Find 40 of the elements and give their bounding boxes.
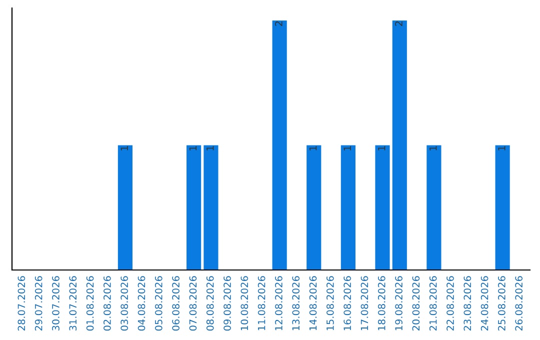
data-label: 1 bbox=[206, 146, 214, 150]
x-tick-label: 07.08.2026 bbox=[189, 276, 197, 331]
x-tick-label: 16.08.2026 bbox=[344, 276, 352, 330]
data-label: 1 bbox=[344, 146, 351, 150]
x-tick-label: 22.08.2026 bbox=[446, 276, 454, 331]
x-tick-label: 21.08.2026 bbox=[429, 276, 437, 331]
x-tick-label: 04.08.2026 bbox=[138, 276, 146, 331]
x-tick-label: 26.08.2026 bbox=[515, 276, 523, 331]
x-tick-label: 11.08.2026 bbox=[258, 276, 266, 330]
x-tick-label: 10.08.2026 bbox=[240, 276, 248, 330]
x-tick-label: 06.08.2026 bbox=[172, 276, 180, 331]
data-label: 1 bbox=[430, 146, 437, 150]
x-tick-label: 25.08.2026 bbox=[498, 276, 506, 331]
data-label: 2 bbox=[275, 21, 282, 26]
x-tick-label: 01.08.2026 bbox=[86, 276, 94, 331]
x-tick-label: 28.07.2026 bbox=[18, 276, 26, 331]
x-tick-label: 14.08.2026 bbox=[309, 276, 317, 330]
data-label: 2 bbox=[395, 21, 402, 26]
x-tick-label: 05.08.2026 bbox=[154, 276, 162, 331]
data-label: 1 bbox=[498, 146, 506, 150]
x-tick-label: 20.08.2026 bbox=[412, 276, 420, 331]
x-tick-label: 23.08.2026 bbox=[464, 276, 472, 331]
x-tick-label: 19.08.2026 bbox=[395, 276, 402, 330]
x-tick-label: 24.08.2026 bbox=[480, 276, 488, 331]
data-label: 1 bbox=[378, 146, 386, 150]
x-tick-label: 13.08.2026 bbox=[292, 276, 300, 330]
x-tick-label: 18.08.2026 bbox=[378, 276, 386, 330]
x-tick-label: 03.08.2026 bbox=[120, 276, 128, 331]
x-tick-label: 29.07.2026 bbox=[34, 276, 42, 331]
x-tick-label: 30.07.2026 bbox=[52, 276, 60, 330]
x-tick-label: 17.08.2026 bbox=[360, 276, 368, 330]
data-label: 1 bbox=[309, 146, 317, 150]
x-tick-label: 08.08.2026 bbox=[206, 276, 214, 331]
data-label: 1 bbox=[120, 146, 128, 150]
data-label: 1 bbox=[189, 146, 196, 150]
x-tick-label: 02.08.2026 bbox=[104, 276, 111, 331]
x-tick-label: 12.08.2026 bbox=[275, 276, 282, 330]
x-tick-label: 09.08.2026 bbox=[224, 276, 231, 331]
x-tick-label: 15.08.2026 bbox=[326, 276, 334, 330]
x-tick-label: 31.07.2026 bbox=[69, 276, 77, 330]
